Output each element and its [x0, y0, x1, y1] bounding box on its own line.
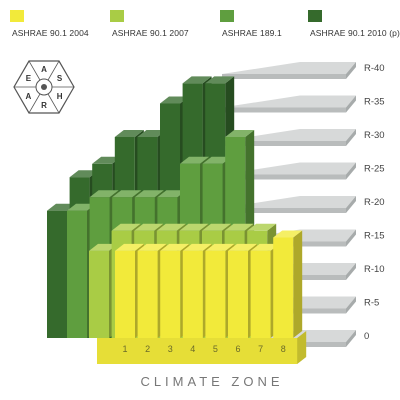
y-tick-label: R-15: [364, 231, 385, 242]
y-tick-label: R-20: [364, 197, 385, 208]
base-front: [97, 338, 298, 364]
svg-text:R: R: [41, 101, 47, 110]
svg-text:E: E: [26, 74, 32, 83]
x-tick-label: 8: [281, 344, 286, 354]
x-tick-label: 6: [235, 344, 240, 354]
x-tick-label: 1: [122, 344, 127, 354]
y-tick-label: R-10: [364, 264, 385, 275]
legend-label: ASHRAE 90.1 2007: [112, 28, 189, 38]
ashrae-logo-icon: ASHRAE: [13, 60, 75, 114]
grid-slab-side: [346, 196, 356, 213]
y-tick-label: R-25: [364, 164, 385, 175]
legend-swatch: [110, 10, 124, 22]
y-tick-label: R-40: [364, 63, 385, 74]
legend-label: ASHRAE 189.1: [222, 28, 282, 38]
grid-slab-top: [222, 162, 356, 175]
grid-slab-side: [346, 229, 356, 247]
grid-slab-side: [346, 330, 356, 347]
x-tick-label: 4: [190, 344, 195, 354]
grid-slab-edge: [222, 107, 346, 113]
grid-slab-top: [222, 196, 356, 208]
grid-slab-edge: [222, 174, 346, 180]
y-tick-label: R-35: [364, 97, 385, 108]
grid-slab-top: [222, 95, 356, 108]
bar: [273, 230, 303, 338]
legend: ASHRAE 90.1 2004 ASHRAE 90.1 2007 ASHRAE 1…: [0, 0, 400, 40]
legend-swatch: [10, 10, 24, 22]
bar-layer: [47, 76, 307, 364]
grid-slab-side: [346, 95, 356, 113]
x-tick-label: 5: [213, 344, 218, 354]
grid-slab-edge: [222, 208, 346, 213]
svg-text:S: S: [57, 74, 63, 83]
grid-slab-top: [222, 129, 356, 141]
y-tick-label: 0: [364, 331, 369, 342]
grid-slab-edge: [222, 74, 346, 79]
grid-slab-side: [346, 296, 356, 314]
x-tick-label: 7: [258, 344, 263, 354]
legend-swatch: [220, 10, 234, 22]
grid-slab-top: [222, 62, 356, 74]
y-tick-label: R-5: [364, 298, 379, 309]
legend-swatch: [308, 10, 322, 22]
grid-slab-side: [346, 129, 356, 146]
grid-slab-side: [346, 263, 356, 280]
svg-text:A: A: [41, 65, 47, 74]
legend-label: ASHRAE 90.1 2004: [12, 28, 89, 38]
grid-slab-side: [346, 162, 356, 180]
grid-slab-edge: [222, 141, 346, 146]
x-tick-label: 3: [168, 344, 173, 354]
x-axis-title: CLIMATE ZONE: [140, 374, 283, 389]
svg-text:A: A: [26, 92, 32, 101]
svg-text:H: H: [57, 92, 63, 101]
x-tick-label: 2: [145, 344, 150, 354]
legend-label: ASHRAE 90.1 2010 (p): [310, 28, 400, 38]
y-tick-label: R-30: [364, 130, 385, 141]
zone-label-layer: 1 2 3 4 5 6 7 8: [122, 344, 285, 354]
grid-slab-side: [346, 62, 356, 79]
